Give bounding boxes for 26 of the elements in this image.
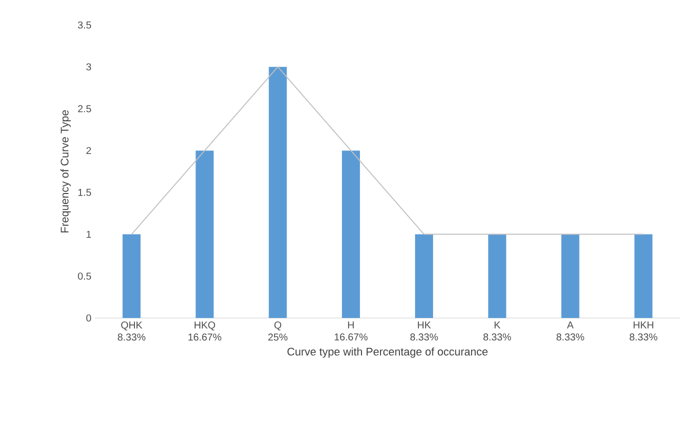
y-tick-label: 0.5 <box>78 272 92 280</box>
y-tick-label: 0 <box>86 314 92 322</box>
x-axis-title: Curve type with Percentage of occurance <box>287 347 488 358</box>
x-tick-label: HKQ 16.67% <box>188 322 222 341</box>
y-tick-label: 3.5 <box>78 21 92 29</box>
bar <box>561 234 580 318</box>
bar <box>268 66 287 318</box>
y-tick-label: 2 <box>86 147 91 154</box>
x-tick-label: HK 8.33% <box>410 322 438 341</box>
bar <box>488 234 506 318</box>
bar <box>342 150 360 318</box>
bar <box>415 234 434 318</box>
x-tick-label: QHK 8.33% <box>118 322 146 341</box>
x-tick-label: A 8.33% <box>556 322 584 341</box>
y-tick-label: 1 <box>86 230 91 238</box>
x-tick-label: Q 25% <box>268 322 288 341</box>
bar <box>122 234 141 318</box>
bar <box>634 234 652 318</box>
y-tick-label: 1.5 <box>78 188 92 196</box>
bar <box>196 150 214 318</box>
x-tick-label: K 8.33% <box>483 322 512 341</box>
y-tick-label: 2.5 <box>78 105 92 112</box>
x-tick-label: HKH 8.33% <box>630 322 658 341</box>
x-tick-label: H 16.67% <box>334 322 368 341</box>
y-tick-label: 3 <box>86 63 92 70</box>
y-axis-title: Frequency of Curve Type <box>60 110 71 232</box>
